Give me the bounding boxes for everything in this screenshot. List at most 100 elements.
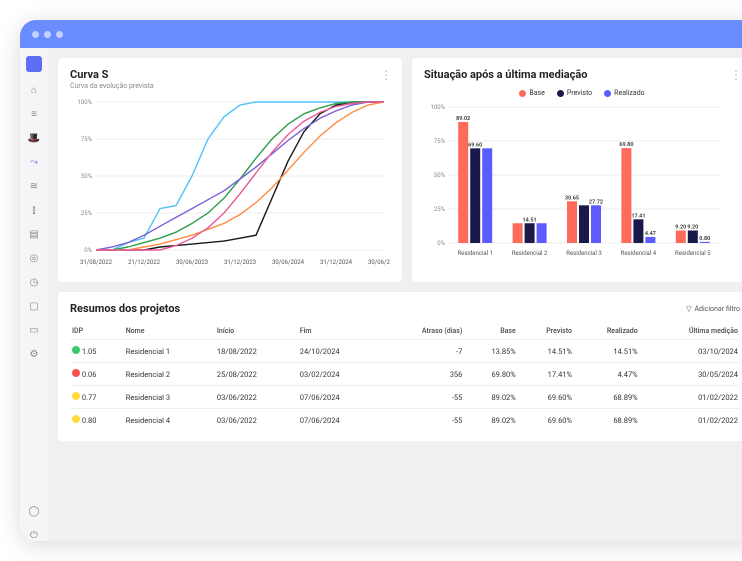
col-header[interactable]: Previsto xyxy=(518,323,574,340)
table-row[interactable]: 1.05Residencial 118/08/202224/10/2024-71… xyxy=(70,340,740,363)
projetos-card: Resumos dos projetos ▽ Adicionar filtro … xyxy=(58,292,742,441)
cell: 0.77 xyxy=(70,386,124,409)
svg-text:100%: 100% xyxy=(77,99,92,106)
card-menu-icon[interactable]: ⋮ xyxy=(730,68,742,82)
app-window: ⌂ ≡ 🎩 ⤳ ≋ ⫾ ▤ ◎ ◷ ▢ ▭ ⚙ ◯ ⏻ Curva S Curv… xyxy=(20,20,742,541)
cell: Residencial 3 xyxy=(124,386,215,409)
legend-label: Previsto xyxy=(567,89,592,97)
table-row[interactable]: 0.06Residencial 225/08/202203/02/2024356… xyxy=(70,363,740,386)
cell: 14.51% xyxy=(574,340,640,363)
app-logo-icon[interactable] xyxy=(26,56,42,72)
situacao-title: Situação após a última mediação xyxy=(424,68,740,81)
cell: Residencial 2 xyxy=(124,363,215,386)
table-row[interactable]: 0.80Residencial 403/06/202207/06/2024-55… xyxy=(70,409,740,432)
status-dot xyxy=(72,346,80,354)
power-icon[interactable]: ⏻ xyxy=(28,529,40,541)
curva-title: Curva S xyxy=(70,68,390,81)
cell: 68.89% xyxy=(574,409,640,432)
cell: 01/02/2022 xyxy=(640,409,740,432)
svg-text:4.47: 4.47 xyxy=(645,231,656,237)
col-header[interactable]: Atraso (dias) xyxy=(381,323,465,340)
bars-icon[interactable]: ≋ xyxy=(28,180,40,192)
svg-text:0%: 0% xyxy=(84,247,92,254)
cell: 69.80% xyxy=(464,363,517,386)
folder-icon[interactable]: ▭ xyxy=(28,324,40,336)
status-dot xyxy=(72,392,80,400)
main-content: Curva S Curva da evolução prevista ⋮ 0%2… xyxy=(48,48,742,541)
chart-icon[interactable]: ⤳ xyxy=(28,156,40,168)
cell: 13.85% xyxy=(464,340,517,363)
stats-icon[interactable]: ⫾ xyxy=(28,204,40,216)
cell: Residencial 4 xyxy=(124,409,215,432)
cell: 03/02/2024 xyxy=(298,363,381,386)
svg-text:69.60: 69.60 xyxy=(468,142,482,148)
sidebar: ⌂ ≡ 🎩 ⤳ ≋ ⫾ ▤ ◎ ◷ ▢ ▭ ⚙ ◯ ⏻ xyxy=(20,48,48,541)
curva-s-card: Curva S Curva da evolução prevista ⋮ 0%2… xyxy=(58,58,402,282)
col-header[interactable]: Nome xyxy=(124,323,215,340)
cell: -55 xyxy=(381,386,465,409)
cell: 4.47% xyxy=(574,363,640,386)
svg-text:89.02: 89.02 xyxy=(456,116,470,122)
cell: 07/06/2024 xyxy=(298,409,381,432)
svg-text:69.80: 69.80 xyxy=(619,142,633,148)
filter-label: Adicionar filtro xyxy=(694,305,740,313)
cell: -7 xyxy=(381,340,465,363)
cell: Residencial 1 xyxy=(124,340,215,363)
svg-text:17.41: 17.41 xyxy=(631,213,645,219)
add-filter-button[interactable]: ▽ Adicionar filtro xyxy=(686,305,740,313)
svg-text:30.65: 30.65 xyxy=(565,195,579,201)
home-icon[interactable]: ⌂ xyxy=(28,84,40,96)
cell: 0.06 xyxy=(70,363,124,386)
svg-text:27.72: 27.72 xyxy=(589,199,603,205)
projetos-title: Resumos dos projetos xyxy=(70,302,180,315)
window-dot xyxy=(44,31,51,38)
cell: 07/06/2024 xyxy=(298,386,381,409)
svg-text:0%: 0% xyxy=(437,240,445,247)
svg-text:9.20: 9.20 xyxy=(687,224,698,230)
svg-text:31/08/2022: 31/08/2022 xyxy=(80,259,113,266)
col-header[interactable]: IDP xyxy=(70,323,124,340)
col-header[interactable]: Realizado xyxy=(574,323,640,340)
cell: 03/06/2022 xyxy=(215,409,298,432)
cell: 89.02% xyxy=(464,409,517,432)
gear-icon[interactable]: ⚙ xyxy=(28,348,40,360)
svg-text:0.80: 0.80 xyxy=(699,236,710,242)
legend-swatch xyxy=(557,90,564,97)
user-icon[interactable]: ◯ xyxy=(28,505,40,517)
cell: 69.60% xyxy=(518,386,574,409)
col-header[interactable]: Fim xyxy=(298,323,381,340)
col-header[interactable]: Última medição xyxy=(640,323,740,340)
list-icon[interactable]: ▤ xyxy=(28,228,40,240)
svg-text:Residencial 2: Residencial 2 xyxy=(512,250,548,257)
cell: 17.41% xyxy=(518,363,574,386)
svg-text:50%: 50% xyxy=(434,172,446,179)
filter-icon: ▽ xyxy=(686,305,691,313)
col-header[interactable]: Base xyxy=(464,323,517,340)
legend-swatch xyxy=(519,90,526,97)
legend-label: Base xyxy=(529,89,545,97)
card-menu-icon[interactable]: ⋮ xyxy=(380,68,392,82)
svg-text:30/06/2024: 30/06/2024 xyxy=(272,259,305,266)
svg-text:31/12/2023: 31/12/2023 xyxy=(224,259,256,266)
cell: 1.05 xyxy=(70,340,124,363)
svg-text:30/06/2023: 30/06/2023 xyxy=(176,259,208,266)
situacao-legend: Base Previsto Realizado xyxy=(424,89,740,97)
cell: 68.89% xyxy=(574,386,640,409)
cell: 30/05/2024 xyxy=(640,363,740,386)
window-dot xyxy=(56,31,63,38)
layers-icon[interactable]: ≡ xyxy=(28,108,40,120)
legend-label: Realizado xyxy=(614,89,644,97)
situacao-card: Situação após a última mediação ⋮ Base Pr… xyxy=(412,58,742,282)
table-row[interactable]: 0.77Residencial 303/06/202207/06/2024-55… xyxy=(70,386,740,409)
svg-text:25%: 25% xyxy=(81,210,93,217)
target-icon[interactable]: ◎ xyxy=(28,252,40,264)
calendar-icon[interactable]: ▢ xyxy=(28,300,40,312)
svg-text:50%: 50% xyxy=(81,173,93,180)
situacao-chart: BasePrevistoRealizado 0%25%50%75%100%89.… xyxy=(424,89,740,263)
clock-icon[interactable]: ◷ xyxy=(28,276,40,288)
svg-text:25%: 25% xyxy=(434,206,446,213)
cell: 03/10/2024 xyxy=(640,340,740,363)
svg-text:21/12/2022: 21/12/2022 xyxy=(128,259,161,266)
col-header[interactable]: Início xyxy=(215,323,298,340)
hat-icon[interactable]: 🎩 xyxy=(28,132,40,144)
